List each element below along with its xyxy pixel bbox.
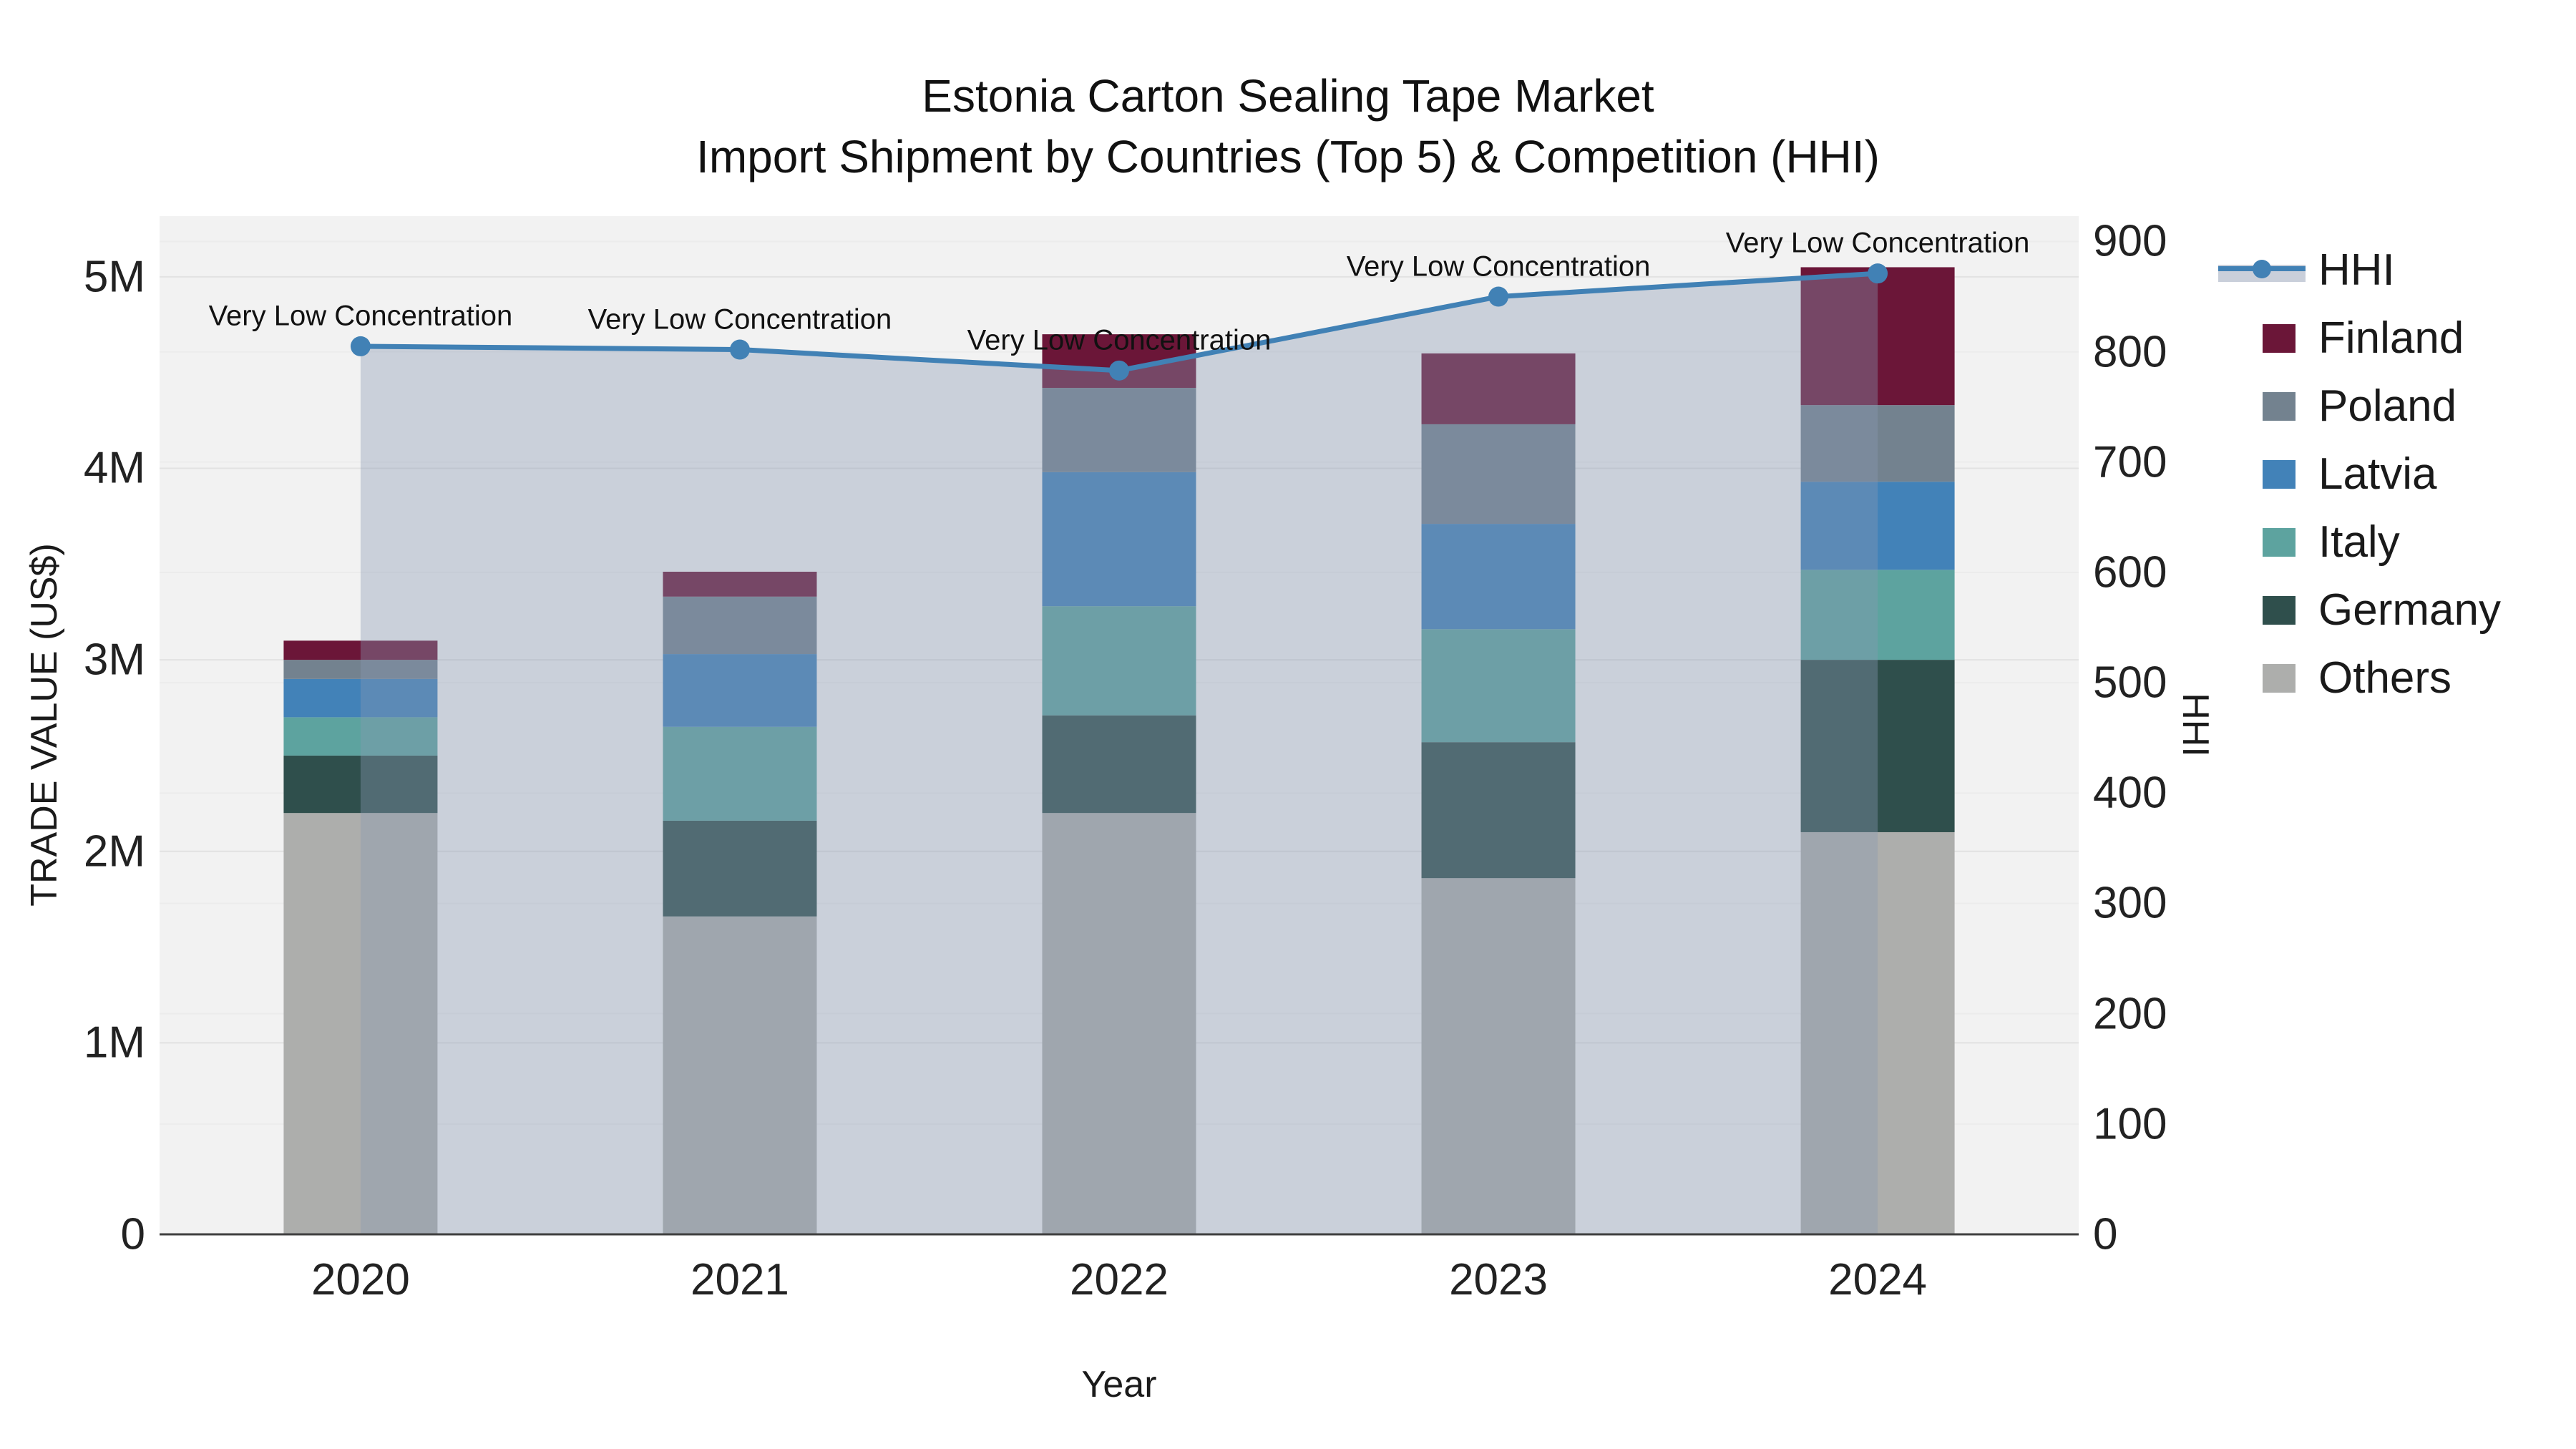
bar-segment-others-2022 — [1042, 813, 1196, 1234]
bar-segment-germany-2021 — [663, 820, 817, 917]
x-tick-2021: 2021 — [690, 1255, 789, 1304]
hhi-marker-2020 — [350, 336, 371, 356]
bar-segment-poland-2024 — [1800, 405, 1955, 482]
bar-segment-italy-2022 — [1042, 606, 1196, 716]
bar-segment-italy-2023 — [1421, 629, 1576, 743]
legend-item-others[interactable]: Others — [2218, 644, 2501, 712]
legend: HHI Finland Poland Latvia Italy Germany … — [2218, 236, 2501, 712]
y-right-tick-700: 700 — [2093, 437, 2167, 487]
chart-title: Estonia Carton Sealing Tape Market Impor… — [0, 66, 2576, 187]
annotation-2022: Very Low Concentration — [967, 324, 1272, 356]
legend-item-latvia[interactable]: Latvia — [2218, 440, 2501, 508]
legend-item-finland[interactable]: Finland — [2218, 304, 2501, 372]
hhi-line-icon — [2218, 255, 2306, 286]
legend-item-germany[interactable]: Germany — [2218, 576, 2501, 644]
bar-segment-others-2024 — [1800, 831, 1955, 1234]
annotation-2024: Very Low Concentration — [1725, 227, 2030, 259]
bar-segment-poland-2021 — [663, 596, 817, 655]
legend-label-hhi: HHI — [2318, 245, 2395, 295]
y-left-tick-1M: 1M — [83, 1018, 145, 1068]
hhi-marker-2022 — [1109, 360, 1129, 381]
chart-title-line1: Estonia Carton Sealing Tape Market — [922, 70, 1654, 122]
y-right-tick-300: 300 — [2093, 878, 2167, 928]
bar-segment-germany-2023 — [1421, 742, 1576, 879]
hhi-marker-2021 — [729, 339, 750, 360]
y-right-tick-100: 100 — [2093, 1099, 2167, 1149]
chart-title-line2: Import Shipment by Countries (Top 5) & C… — [696, 131, 1880, 182]
bar-segment-germany-2020 — [283, 755, 438, 814]
legend-item-hhi[interactable]: HHI — [2218, 236, 2501, 304]
y-right-tick-500: 500 — [2093, 658, 2167, 708]
others-swatch-icon — [2263, 663, 2296, 693]
legend-item-italy[interactable]: Italy — [2218, 508, 2501, 576]
bar-segment-finland-2023 — [1421, 353, 1576, 424]
bar-segment-finland-2021 — [663, 571, 817, 597]
italy-swatch-icon — [2263, 527, 2296, 557]
y-left-tick-0: 0 — [120, 1209, 145, 1259]
legend-label-latvia: Latvia — [2318, 449, 2437, 499]
poland-swatch-icon — [2263, 391, 2296, 421]
bar-segment-latvia-2022 — [1042, 472, 1196, 607]
x-tick-2020: 2020 — [311, 1255, 410, 1304]
bar-segment-latvia-2024 — [1800, 482, 1955, 570]
x-tick-2022: 2022 — [1070, 1255, 1169, 1304]
bar-segment-finland-2024 — [1800, 267, 1955, 406]
y-right-tick-0: 0 — [2093, 1209, 2118, 1259]
bar-segment-poland-2023 — [1421, 424, 1576, 525]
latvia-swatch-icon — [2263, 459, 2296, 489]
bar-segment-others-2021 — [663, 916, 817, 1234]
y-left-tick-4M: 4M — [83, 443, 145, 493]
legend-label-poland: Poland — [2318, 381, 2457, 431]
x-tick-2023: 2023 — [1449, 1255, 1548, 1304]
hhi-marker-2023 — [1488, 286, 1509, 307]
hhi-marker-2024 — [1868, 263, 1888, 284]
bar-segment-latvia-2021 — [663, 654, 817, 727]
x-tick-2024: 2024 — [1828, 1255, 1928, 1304]
annotation-2023: Very Low Concentration — [1346, 250, 1651, 283]
y-right-tick-600: 600 — [2093, 547, 2167, 597]
y-right-tick-800: 800 — [2093, 327, 2167, 377]
y-axis-title-right: HHI — [2175, 693, 2216, 757]
y-right-tick-900: 900 — [2093, 216, 2167, 266]
y-right-tick-400: 400 — [2093, 768, 2167, 818]
y-axis-title-left: TRADE VALUE (US$) — [24, 543, 65, 907]
y-right-tick-200: 200 — [2093, 989, 2167, 1039]
legend-label-finland: Finland — [2318, 313, 2464, 363]
hhi-area-fill — [360, 273, 1878, 1235]
annotation-2020: Very Low Concentration — [208, 300, 513, 332]
legend-label-others: Others — [2318, 653, 2452, 703]
bar-segment-others-2020 — [283, 813, 438, 1234]
bar-segment-germany-2024 — [1800, 660, 1955, 832]
bar-segment-poland-2020 — [283, 660, 438, 679]
x-axis-title: Year — [1081, 1364, 1157, 1405]
legend-label-italy: Italy — [2318, 517, 2400, 567]
bar-segment-italy-2021 — [663, 726, 817, 821]
legend-label-germany: Germany — [2318, 585, 2501, 635]
bar-segment-finland-2020 — [283, 640, 438, 660]
annotation-2021: Very Low Concentration — [587, 303, 892, 336]
germany-swatch-icon — [2263, 595, 2296, 625]
bar-segment-italy-2024 — [1800, 570, 1955, 660]
bar-segment-germany-2022 — [1042, 715, 1196, 814]
finland-swatch-icon — [2263, 323, 2296, 353]
y-left-tick-5M: 5M — [83, 252, 145, 302]
bar-segment-latvia-2020 — [283, 678, 438, 718]
y-left-tick-2M: 2M — [83, 826, 145, 877]
legend-item-poland[interactable]: Poland — [2218, 372, 2501, 440]
bar-segment-italy-2020 — [283, 717, 438, 756]
bar-segment-poland-2022 — [1042, 388, 1196, 472]
bar-segment-others-2023 — [1421, 878, 1576, 1234]
bar-segment-latvia-2023 — [1421, 524, 1576, 630]
y-left-tick-3M: 3M — [83, 635, 145, 685]
